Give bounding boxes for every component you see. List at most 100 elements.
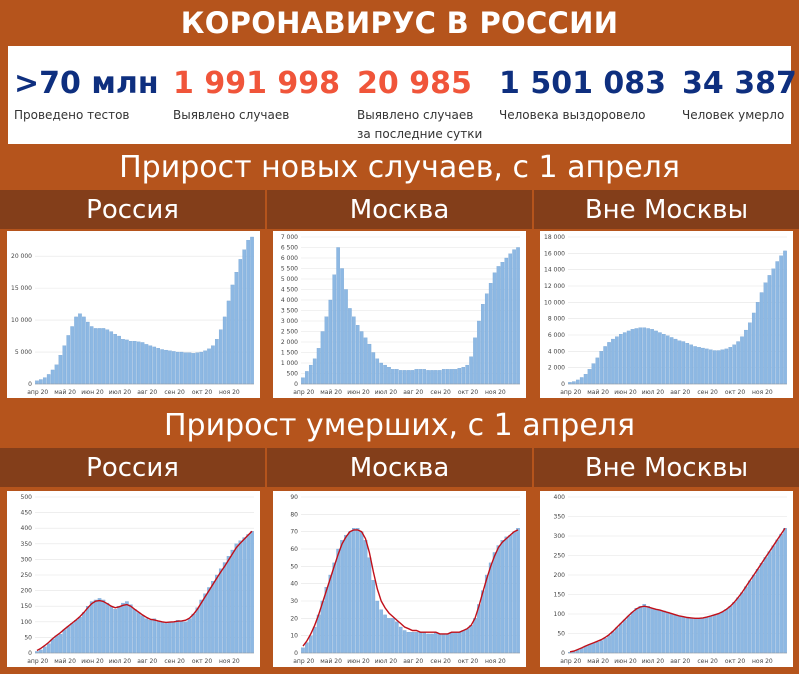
bar [78, 616, 82, 654]
chart-svg: 0 50 100 150 200 250 300 350 400 450 500 апр 20 май … [21, 494, 254, 665]
x-tick-label: окт 20 [192, 658, 213, 665]
bar [101, 328, 106, 385]
y-tick-label: 1 000 [281, 360, 298, 367]
bar [638, 606, 643, 654]
x-tick-label: апр 20 [560, 389, 581, 396]
y-tick-label: 10 000 [11, 317, 32, 324]
bar [391, 618, 395, 654]
bar [226, 300, 231, 385]
y-tick-label: 6 000 [281, 255, 298, 262]
y-tick-label: 350 [21, 541, 33, 548]
bar [763, 557, 768, 654]
y-tick-label: 50 [557, 631, 565, 638]
bar [58, 355, 63, 385]
bar [301, 377, 305, 385]
bar [422, 632, 426, 654]
bar [697, 347, 701, 385]
bar [230, 549, 235, 654]
bar [615, 336, 619, 385]
bar [78, 313, 82, 385]
bar [230, 284, 235, 385]
bar [93, 328, 98, 385]
bar [125, 339, 129, 385]
bar [473, 337, 477, 385]
bar [775, 261, 780, 385]
bar [516, 528, 520, 654]
bar [744, 586, 748, 654]
bar [113, 333, 117, 385]
chart-svg: 0 10 20 30 40 50 60 70 80 90 апр 20 май 20 июн 20 июл… [290, 494, 520, 665]
bar [246, 534, 250, 654]
bar [477, 320, 481, 385]
y-tick-label: 5 500 [281, 266, 298, 273]
bar [767, 551, 772, 654]
bar [410, 632, 415, 654]
bar [344, 289, 348, 385]
stat-label: Проведено тестов [14, 108, 130, 122]
y-tick-label: 450 [21, 510, 33, 517]
bar [646, 328, 650, 385]
y-tick-label: 7 000 [281, 234, 298, 241]
bar [172, 351, 176, 385]
chart-cases-russia: 0 5 000 10 000 15 000 20 000 апр 20 май 20 июн … [7, 231, 260, 398]
stat-label: Человека выздоровело [499, 108, 646, 122]
bar [689, 344, 693, 385]
bar [759, 292, 764, 385]
bar [136, 612, 141, 654]
x-tick-label: окт 20 [458, 389, 479, 396]
bar [591, 363, 596, 385]
bar [438, 633, 442, 654]
bar [203, 593, 207, 654]
bar [744, 329, 748, 385]
y-tick-label: 15 000 [11, 285, 32, 292]
bar [693, 618, 697, 654]
bar [469, 356, 473, 385]
bar [187, 618, 192, 654]
bar [634, 608, 639, 654]
bar [234, 272, 239, 385]
y-tick-label: 0 [294, 650, 298, 657]
bar [308, 364, 313, 385]
bar [187, 352, 192, 385]
y-tick-label: 500 [287, 371, 299, 378]
bar [681, 616, 686, 654]
bar [658, 332, 662, 385]
y-tick-label: 150 [21, 603, 33, 610]
bar [215, 574, 219, 654]
bar [465, 364, 469, 385]
bar [179, 351, 184, 385]
bar [572, 381, 576, 385]
bar [305, 642, 309, 654]
x-tick-label: июл 20 [109, 389, 132, 396]
chart-svg: 0 2 000 4 000 6 000 8 000 10 000 12 000 14 000 1… [544, 234, 787, 396]
x-tick-label: ноя 20 [752, 389, 773, 396]
y-tick-label: 200 [21, 588, 33, 595]
bar [86, 321, 90, 385]
x-tick-label: авг 20 [137, 658, 157, 665]
bar [332, 274, 337, 385]
bar [93, 599, 98, 654]
x-tick-label: июн 20 [81, 658, 104, 665]
bar [117, 606, 121, 654]
bar [191, 613, 196, 654]
y-tick-label: 300 [554, 533, 566, 540]
bar [662, 610, 666, 654]
bar [113, 609, 117, 654]
bar [132, 341, 137, 385]
y-tick-label: 250 [21, 572, 33, 579]
bar [512, 531, 516, 654]
x-tick-label: июл 20 [375, 658, 398, 665]
bar [426, 633, 430, 654]
bar [62, 629, 67, 654]
bar [748, 580, 752, 654]
bar [595, 357, 600, 385]
chart-cases-outside-moscow: 0 2 000 4 000 6 000 8 000 10 000 12 000 14 000 1… [540, 231, 793, 398]
bar [140, 615, 145, 654]
bar [712, 350, 717, 385]
bar [340, 540, 344, 654]
bar [168, 621, 172, 654]
bar [575, 379, 580, 385]
bar [457, 368, 462, 385]
y-tick-label: 0 [561, 650, 565, 657]
bar [218, 329, 223, 385]
